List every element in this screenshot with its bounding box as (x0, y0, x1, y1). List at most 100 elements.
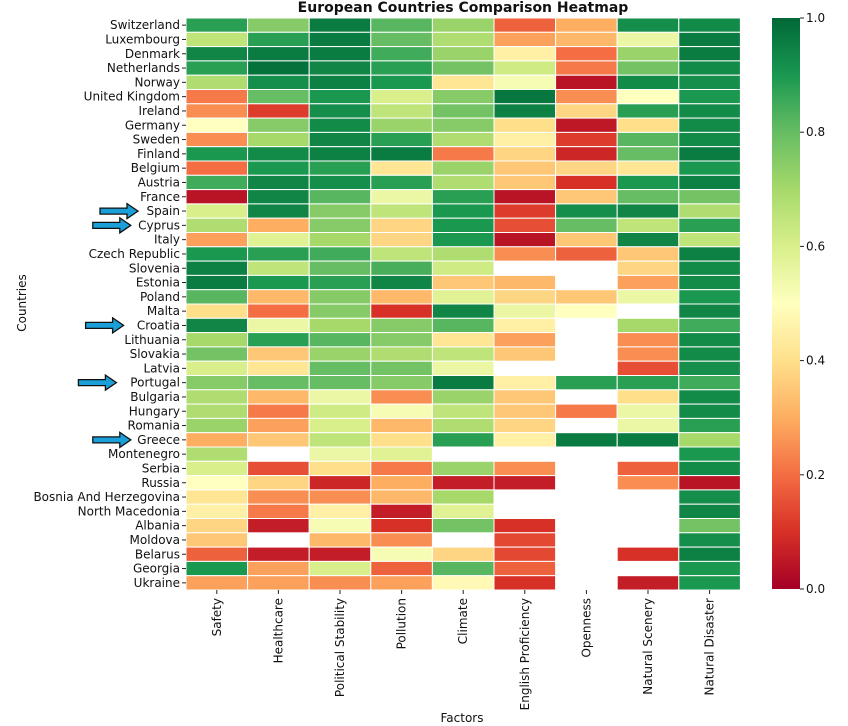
heatmap-cell (431, 575, 495, 591)
heatmap-cell (370, 546, 433, 562)
heatmap-cell (370, 417, 433, 434)
heatmap-cell (247, 546, 310, 562)
heatmap-cell (493, 432, 557, 448)
factor-label: Pollution (395, 598, 409, 649)
heatmap-cell (185, 131, 249, 148)
heatmap-cell (616, 460, 680, 477)
heatmap-cell (370, 317, 433, 334)
heatmap-cell (370, 117, 433, 133)
heatmap-cell (678, 489, 741, 505)
heatmap-cell (493, 475, 557, 491)
heatmap-cell (370, 174, 433, 191)
country-label: Bulgaria (130, 390, 180, 404)
highlight-arrow-icon (92, 431, 132, 449)
heatmap-cell (678, 460, 741, 477)
heatmap-cell (370, 217, 433, 233)
heatmap-cell (185, 389, 249, 405)
heatmap-cell (185, 60, 249, 76)
heatmap-cell (247, 46, 310, 62)
heatmap-cell (678, 17, 741, 33)
heatmap-cell (247, 375, 310, 391)
country-label: Ireland (138, 104, 180, 118)
country-label: Belarus (135, 547, 180, 561)
heatmap-cell (247, 303, 310, 319)
heatmap-cell (370, 460, 433, 477)
heatmap-cell (370, 560, 433, 577)
heatmap-cell (431, 346, 495, 362)
heatmap-cell (555, 303, 618, 319)
heatmap-cell (431, 146, 495, 162)
heatmap-cell (185, 46, 249, 62)
heatmap-cell (247, 360, 310, 377)
heatmap-cell (678, 160, 741, 176)
heatmap-cell (308, 17, 372, 33)
heatmap-cell (370, 532, 433, 548)
heatmap-cell (431, 246, 495, 262)
heatmap-cells (185, 17, 741, 591)
heatmap-cell (431, 117, 495, 133)
heatmap-cell (616, 417, 680, 434)
heatmap-cell (678, 189, 741, 205)
factor-label: Safety (210, 598, 224, 636)
country-label: Moldova (130, 533, 180, 547)
heatmap-cell (247, 432, 310, 448)
factor-label: English Proficiency (518, 598, 532, 710)
heatmap-cell (308, 532, 372, 548)
heatmap-cell (555, 174, 618, 191)
heatmap-cell (185, 332, 249, 348)
colorbar: 0.0 0.2 0.4 0.6 0.8 1.0 (772, 11, 825, 596)
heatmap-cell (308, 403, 372, 419)
colorbar-tick-label: 0.8 (806, 125, 825, 139)
heatmap-cell (678, 575, 741, 591)
country-label: Belgium (131, 161, 180, 175)
heatmap-cell (247, 260, 310, 276)
heatmap-cell (493, 46, 557, 62)
heatmap-cell (493, 518, 557, 534)
heatmap-cell (493, 232, 557, 248)
country-label: Montenegro (108, 447, 180, 461)
factor-labels: Safety Healthcare Political Stability Pollu… (210, 590, 717, 710)
heatmap-cell (431, 332, 495, 348)
heatmap-cell (555, 217, 618, 233)
country-label: Finland (137, 147, 180, 161)
heatmap-cell (370, 360, 433, 377)
heatmap-cell (370, 31, 433, 48)
heatmap-cell (247, 74, 310, 90)
heatmap-cell (247, 274, 310, 291)
heatmap-cell (185, 260, 249, 276)
heatmap-cell (616, 289, 680, 305)
heatmap-cell (185, 31, 249, 48)
factor-label: Political Stability (333, 598, 347, 697)
heatmap-cell (185, 475, 249, 491)
heatmap-cell (185, 360, 249, 377)
country-label: Ukraine (134, 576, 180, 590)
heatmap-cell (616, 60, 680, 76)
country-label: Romania (128, 419, 180, 433)
heatmap-cell (247, 403, 310, 419)
heatmap-cell (678, 31, 741, 48)
heatmap-cell (555, 289, 618, 305)
country-label: Croatia (137, 318, 180, 332)
heatmap-cell (185, 174, 249, 191)
heatmap-cell (185, 403, 249, 419)
heatmap-cell (247, 31, 310, 48)
heatmap-cell (616, 46, 680, 62)
heatmap-cell (308, 446, 372, 462)
heatmap-cell (431, 432, 495, 448)
heatmap-cell (308, 460, 372, 477)
colorbar-tick-label: 1.0 (806, 11, 825, 25)
heatmap-cell (185, 560, 249, 577)
heatmap-cell (493, 289, 557, 305)
heatmap-cell (370, 575, 433, 591)
heatmap-cell (493, 546, 557, 562)
heatmap-cell (185, 503, 249, 520)
heatmap-cell (308, 289, 372, 305)
factor-label: Openness (579, 598, 593, 658)
heatmap-cell (678, 446, 741, 462)
heatmap-cell (247, 217, 310, 233)
heatmap-cell (555, 203, 618, 219)
heatmap-cell (678, 532, 741, 548)
heatmap-cell (308, 518, 372, 534)
heatmap-cell (247, 89, 310, 105)
country-label: Serbia (142, 461, 180, 475)
